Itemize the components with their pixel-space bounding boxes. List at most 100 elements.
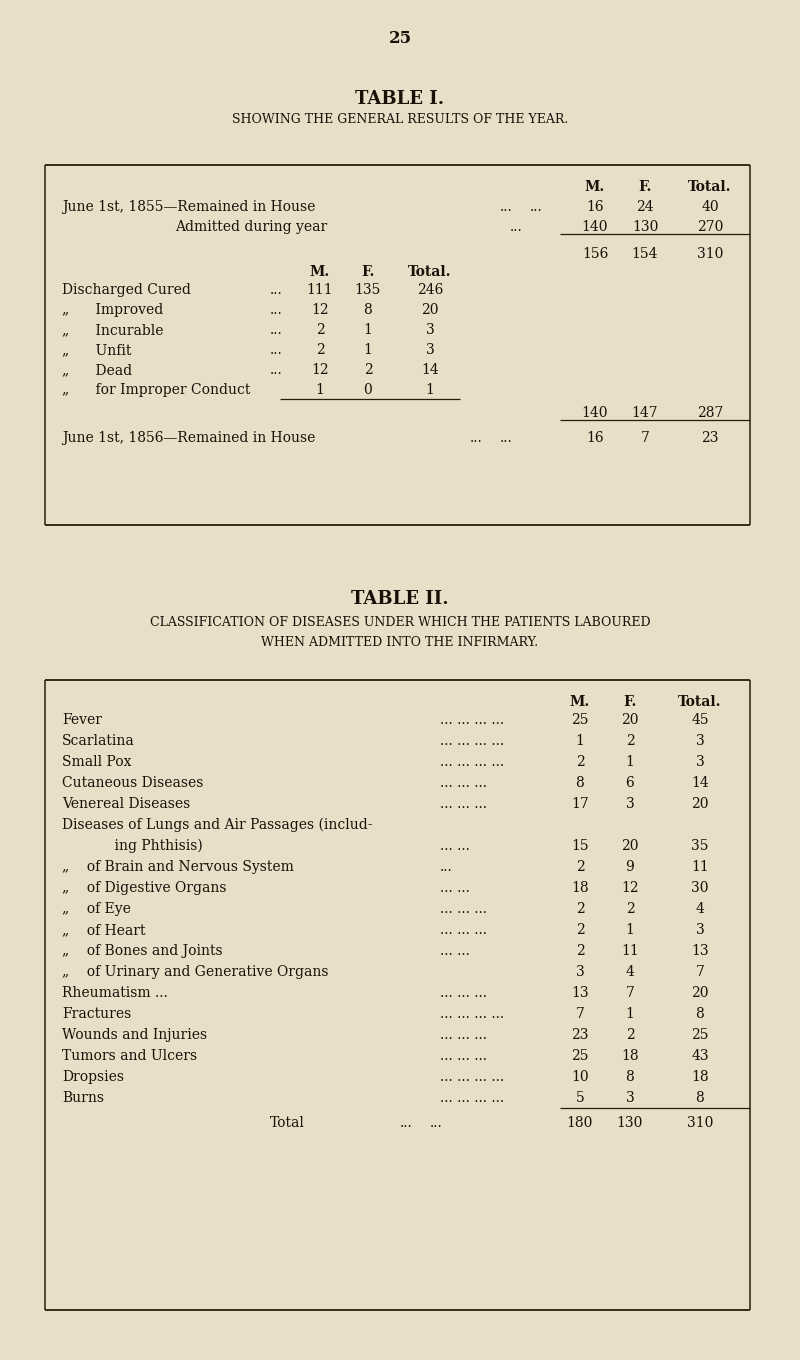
Text: 11: 11 xyxy=(621,944,639,957)
Text: 3: 3 xyxy=(426,324,434,337)
Text: 8: 8 xyxy=(696,1091,704,1104)
Text: Dropsies: Dropsies xyxy=(62,1070,124,1084)
Text: 130: 130 xyxy=(632,220,658,234)
Text: 14: 14 xyxy=(691,777,709,790)
Text: 6: 6 xyxy=(626,777,634,790)
Text: 3: 3 xyxy=(696,734,704,748)
Text: 15: 15 xyxy=(571,839,589,853)
Text: TABLE I.: TABLE I. xyxy=(355,90,445,107)
Text: June 1st, 1856—Remained in House: June 1st, 1856—Remained in House xyxy=(62,431,315,445)
Text: Small Pox: Small Pox xyxy=(62,755,131,768)
Text: 1: 1 xyxy=(363,343,373,356)
Text: 8: 8 xyxy=(364,303,372,317)
Text: 154: 154 xyxy=(632,248,658,261)
Text: F.: F. xyxy=(362,265,374,279)
Text: 20: 20 xyxy=(691,986,709,1000)
Text: 1: 1 xyxy=(426,384,434,397)
Text: ... ... ... ...: ... ... ... ... xyxy=(440,713,504,728)
Text: 140: 140 xyxy=(582,220,608,234)
Text: ... ... ...: ... ... ... xyxy=(440,1028,487,1042)
Text: ... ... ...: ... ... ... xyxy=(440,986,487,1000)
Text: 16: 16 xyxy=(586,431,604,445)
Text: 25: 25 xyxy=(571,1049,589,1064)
Text: ... ... ... ...: ... ... ... ... xyxy=(440,734,504,748)
Text: 140: 140 xyxy=(582,407,608,420)
Text: 2: 2 xyxy=(626,734,634,748)
Text: 7: 7 xyxy=(695,966,705,979)
Text: 14: 14 xyxy=(421,363,439,377)
Text: 3: 3 xyxy=(626,797,634,811)
Text: 2: 2 xyxy=(316,324,324,337)
Text: 310: 310 xyxy=(687,1117,713,1130)
Text: 3: 3 xyxy=(576,966,584,979)
Text: M.: M. xyxy=(310,265,330,279)
Text: ...: ... xyxy=(500,431,513,445)
Text: 5: 5 xyxy=(576,1091,584,1104)
Text: Tumors and Ulcers: Tumors and Ulcers xyxy=(62,1049,197,1064)
Text: M.: M. xyxy=(570,695,590,709)
Text: 310: 310 xyxy=(697,248,723,261)
Text: 43: 43 xyxy=(691,1049,709,1064)
Text: 287: 287 xyxy=(697,407,723,420)
Text: 3: 3 xyxy=(626,1091,634,1104)
Text: 1: 1 xyxy=(315,384,325,397)
Text: 20: 20 xyxy=(622,839,638,853)
Text: 18: 18 xyxy=(571,881,589,895)
Text: „    of Brain and Nervous System: „ of Brain and Nervous System xyxy=(62,860,294,874)
Text: ... ... ... ...: ... ... ... ... xyxy=(440,1006,504,1021)
Text: ...: ... xyxy=(270,303,282,317)
Text: 18: 18 xyxy=(691,1070,709,1084)
Text: 2: 2 xyxy=(626,1028,634,1042)
Text: „    of Urinary and Generative Organs: „ of Urinary and Generative Organs xyxy=(62,966,329,979)
Text: ... ...: ... ... xyxy=(440,944,470,957)
Text: „      Improved: „ Improved xyxy=(62,303,163,317)
Text: 130: 130 xyxy=(617,1117,643,1130)
Text: M.: M. xyxy=(585,180,605,194)
Text: 20: 20 xyxy=(422,303,438,317)
Text: ...: ... xyxy=(470,431,482,445)
Text: ...: ... xyxy=(510,220,522,234)
Text: TABLE II.: TABLE II. xyxy=(351,590,449,608)
Text: ... ... ...: ... ... ... xyxy=(440,777,487,790)
Text: 1: 1 xyxy=(363,324,373,337)
Text: 3: 3 xyxy=(426,343,434,356)
Text: Fractures: Fractures xyxy=(62,1006,131,1021)
Text: Burns: Burns xyxy=(62,1091,104,1104)
Text: 35: 35 xyxy=(691,839,709,853)
Text: 4: 4 xyxy=(626,966,634,979)
Text: 8: 8 xyxy=(696,1006,704,1021)
Text: 8: 8 xyxy=(576,777,584,790)
Text: 7: 7 xyxy=(626,986,634,1000)
Text: Discharged Cured: Discharged Cured xyxy=(62,283,191,296)
Text: 2: 2 xyxy=(576,902,584,917)
Text: WHEN ADMITTED INTO THE INFIRMARY.: WHEN ADMITTED INTO THE INFIRMARY. xyxy=(262,636,538,649)
Text: June 1st, 1855—Remained in House: June 1st, 1855—Remained in House xyxy=(62,200,315,214)
Text: 25: 25 xyxy=(389,30,411,48)
Text: 20: 20 xyxy=(622,713,638,728)
Text: 11: 11 xyxy=(691,860,709,874)
Text: 12: 12 xyxy=(311,363,329,377)
Text: Total: Total xyxy=(270,1117,305,1130)
Text: ... ... ... ...: ... ... ... ... xyxy=(440,1091,504,1104)
Text: ...: ... xyxy=(400,1117,413,1130)
Text: Total.: Total. xyxy=(408,265,452,279)
Text: 16: 16 xyxy=(586,200,604,214)
Text: CLASSIFICATION OF DISEASES UNDER WHICH THE PATIENTS LABOURED: CLASSIFICATION OF DISEASES UNDER WHICH T… xyxy=(150,616,650,628)
Text: 2: 2 xyxy=(576,944,584,957)
Text: 3: 3 xyxy=(696,923,704,937)
Text: Scarlatina: Scarlatina xyxy=(62,734,134,748)
Text: 246: 246 xyxy=(417,283,443,296)
Text: ...: ... xyxy=(270,324,282,337)
Text: 147: 147 xyxy=(632,407,658,420)
Text: „    of Bones and Joints: „ of Bones and Joints xyxy=(62,944,222,957)
Text: ...: ... xyxy=(270,283,282,296)
Text: „    of Heart: „ of Heart xyxy=(62,923,146,937)
Text: 270: 270 xyxy=(697,220,723,234)
Text: „    of Eye: „ of Eye xyxy=(62,902,131,917)
Text: 25: 25 xyxy=(691,1028,709,1042)
Text: 10: 10 xyxy=(571,1070,589,1084)
Text: 156: 156 xyxy=(582,248,608,261)
Text: ...: ... xyxy=(430,1117,442,1130)
Text: Admitted during year: Admitted during year xyxy=(175,220,327,234)
Text: 7: 7 xyxy=(641,431,650,445)
